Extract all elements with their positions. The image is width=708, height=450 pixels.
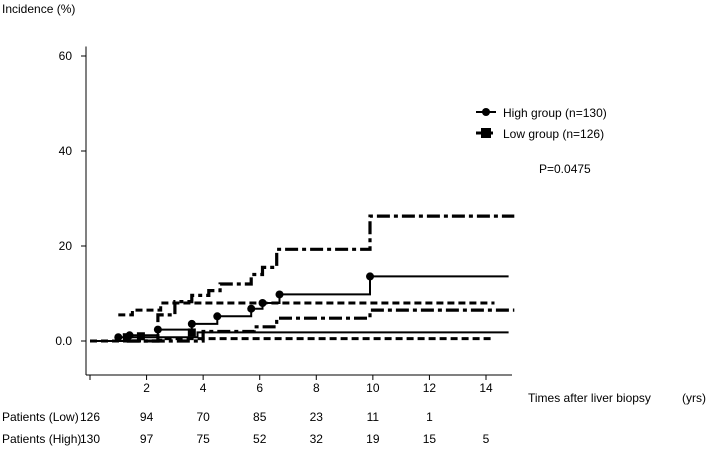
risk-cell: 32 — [310, 432, 324, 446]
data-point-circle — [213, 312, 222, 321]
risk-cell: 11 — [367, 410, 380, 424]
x-tick-label: 8 — [313, 381, 320, 395]
axes: 0.0 20 40 60 2 4 6 8 10 12 14 — [55, 46, 512, 395]
data-point-circle — [187, 319, 196, 328]
risk-cell: 94 — [140, 410, 154, 424]
x-tick-label: 14 — [479, 381, 493, 395]
data-point-circle — [366, 272, 375, 281]
risk-row-label: Patients (Low) — [2, 410, 79, 424]
risk-cell: 52 — [253, 432, 267, 446]
y-tick-label: 0.0 — [55, 334, 72, 348]
data-point-square — [122, 333, 131, 342]
risk-cell: 97 — [140, 432, 154, 446]
x-tick-label: 10 — [366, 381, 380, 395]
legend-label-low: Low group (n=126) — [503, 127, 604, 141]
risk-cell: 19 — [366, 432, 380, 446]
x-axis-unit: (yrs) — [682, 391, 706, 405]
x-axis-label: Times after liver biopsy — [528, 391, 651, 405]
series-line-4-upper-ci — [126, 214, 515, 343]
y-tick-label: 20 — [59, 239, 73, 253]
data-point-square — [187, 328, 196, 337]
x-tick-label: 12 — [423, 381, 437, 395]
p-value-annotation: P=0.0475 — [539, 162, 591, 176]
risk-cell: 70 — [196, 410, 210, 424]
x-tick-label: 4 — [200, 381, 207, 395]
legend-label-high: High group (n=130) — [503, 106, 607, 120]
risk-cell: 15 — [423, 432, 437, 446]
legend: High group (n=130) Low group (n=126) — [476, 106, 607, 141]
x-tick-label: 6 — [256, 381, 263, 395]
risk-cell: 130 — [80, 432, 100, 446]
data-point-circle — [247, 304, 256, 313]
legend-marker-high — [482, 108, 490, 116]
x-tick-label: 2 — [143, 381, 150, 395]
risk-cell: 85 — [253, 410, 267, 424]
data-point-square — [136, 332, 145, 341]
legend-marker-low — [481, 128, 491, 138]
risk-cell: 75 — [196, 432, 210, 446]
series-line-5-lower-ci — [126, 308, 515, 343]
y-tick-label: 60 — [59, 49, 73, 63]
risk-row-label: Patients (High) — [2, 432, 81, 446]
series-line-1-upper-ci — [118, 301, 495, 317]
data-point-circle — [275, 290, 284, 299]
y-tick-label: 40 — [59, 144, 73, 158]
plot-area — [90, 214, 515, 343]
risk-cell: 23 — [310, 410, 324, 424]
risk-cell: 5 — [483, 432, 490, 446]
y-axis-label: Incidence (%) — [2, 2, 75, 16]
series-line-2-lower-ci — [90, 337, 495, 343]
risk-cell: 1 — [426, 410, 433, 424]
risk-cell: 126 — [80, 410, 100, 424]
data-point-circle — [114, 333, 123, 342]
